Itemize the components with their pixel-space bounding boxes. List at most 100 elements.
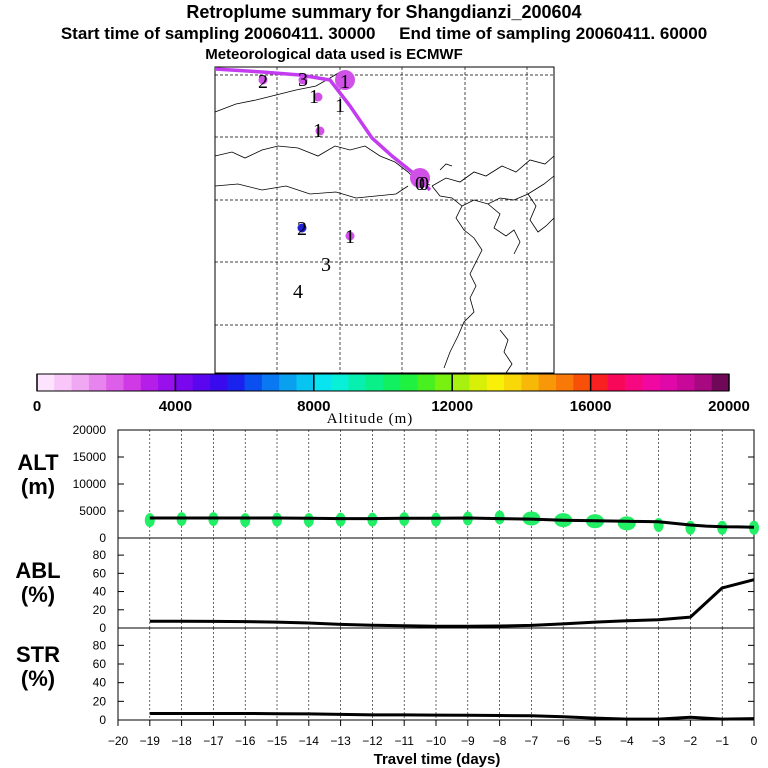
colorbar-segment: [313, 374, 332, 391]
altitude-sample: [272, 512, 282, 527]
colorbar-tick-label: 16000: [570, 398, 612, 415]
plume-marker: [313, 92, 323, 102]
colorbar-segment: [607, 374, 626, 391]
plume-marker-label: 3: [321, 254, 331, 276]
colorbar-segment: [348, 374, 367, 391]
plume-marker-label: 0: [415, 173, 425, 195]
series-line: [149, 516, 755, 529]
y-tick-label: 0: [99, 713, 106, 727]
y-tick-label: 80: [93, 548, 107, 562]
colorbar-tick-label: 20000: [708, 398, 750, 415]
x-tick-label: −18: [171, 734, 192, 748]
colorbar-segment: [659, 374, 678, 391]
colorbar-segment: [504, 374, 522, 391]
map-graticule: [215, 67, 554, 373]
colorbar-segment: [365, 374, 384, 391]
colorbar-segment: [210, 374, 228, 391]
colorbar-segment: [227, 374, 246, 391]
x-tick-label: −8: [493, 734, 507, 748]
colorbar-tick-label: 4000: [159, 398, 192, 415]
plume-marker-label: 1: [335, 95, 345, 117]
x-tick-label: −2: [684, 734, 698, 748]
colorbar-segment: [434, 374, 453, 391]
colorbar-segment: [625, 374, 643, 391]
series-line: [149, 712, 755, 721]
y-tick-label: 60: [93, 657, 107, 671]
colorbar-segment: [538, 374, 557, 391]
plume-marker: [335, 70, 355, 90]
panel-label: ALT: [17, 450, 59, 475]
colorbar-tick-label: 0: [33, 398, 41, 415]
time-series-panels: 05000100001500020000ALT(m)020406080ABL(%…: [15, 423, 759, 768]
colorbar-segment: [244, 374, 263, 391]
chart-title: Retroplume summary for Shangdianzi_20060…: [186, 2, 582, 22]
x-tick-label: −13: [330, 734, 351, 748]
plume-marker-label: 0: [419, 173, 429, 195]
y-tick-label: 20: [93, 603, 107, 617]
x-tick-label: −4: [620, 734, 634, 748]
colorbar-segment: [175, 374, 194, 391]
colorbar-segment: [140, 374, 159, 391]
plume-marker: [298, 75, 308, 85]
altitude-sample: [617, 516, 636, 531]
x-tick-label: −17: [203, 734, 224, 748]
series-line: [149, 578, 755, 628]
colorbar-segment: [37, 374, 55, 391]
colorbar-segment: [694, 374, 713, 391]
x-tick-label: −10: [426, 734, 447, 748]
colorbar-segment: [106, 374, 124, 391]
y-tick-label: 20: [93, 694, 107, 708]
x-tick-label: 0: [751, 734, 758, 748]
y-tick-label: 0: [99, 621, 106, 635]
altitude-sample: [653, 518, 664, 533]
colorbar-segment: [54, 374, 73, 391]
colorbar-segment: [452, 374, 470, 391]
plume-marker-label: 1: [340, 71, 350, 93]
colorbar-segment: [400, 374, 419, 391]
colorbar-segment: [331, 374, 349, 391]
plume-marker-label: 2: [258, 71, 268, 93]
altitude-sample: [303, 513, 314, 528]
panel-label-units: (m): [21, 474, 55, 499]
colorbar-segment: [469, 374, 488, 391]
colorbar-tick-label: 12000: [431, 398, 473, 415]
sampling-times-subtitle: Start time of sampling 20060411. 30000 E…: [60, 24, 708, 43]
x-tick-label: −12: [362, 734, 383, 748]
panel-alt: 0 5000 10000 15000 20000 ALT(m): [17, 423, 759, 545]
x-tick-label: −19: [140, 734, 161, 748]
colorbar-segment: [556, 374, 574, 391]
colorbar-segment: [417, 374, 436, 391]
colorbar-segment: [88, 374, 107, 391]
x-tick-label: −9: [461, 734, 475, 748]
colorbar-segment: [711, 374, 730, 391]
plume-marker-label: 3: [298, 69, 308, 91]
x-tick-label: −20: [108, 734, 129, 748]
colorbar-segment: [590, 374, 609, 391]
colorbar-segment: [677, 374, 695, 391]
altitude-colorbar: 0 4000 8000 12000 16000 20000: [33, 373, 750, 415]
panel-label: STR: [16, 642, 60, 667]
panel-label: ABL: [15, 558, 60, 583]
plume-marker-label: 1: [345, 226, 355, 248]
altitude-sample: [144, 513, 155, 528]
colorbar-segment: [486, 374, 505, 391]
x-tick-label: −6: [556, 734, 570, 748]
x-tick-label: −11: [394, 734, 414, 748]
plume-marker-label: 2: [297, 218, 307, 240]
y-tick-label: 20000: [73, 423, 107, 437]
y-tick-label: 40: [93, 676, 107, 690]
x-tick-label: −7: [525, 734, 539, 748]
colorbar-segment: [71, 374, 90, 391]
plume-marker: [345, 231, 355, 241]
x-tick-label: −16: [235, 734, 256, 748]
plume-marker: [410, 168, 430, 188]
colorbar-segment: [383, 374, 401, 391]
colorbar-segment: [123, 374, 142, 391]
y-tick-label: 80: [93, 638, 107, 652]
colorbar-segment: [192, 374, 211, 391]
colorbar-segment: [158, 374, 176, 391]
plume-marker: [258, 75, 268, 85]
plume-marker-label: 1: [309, 86, 319, 108]
